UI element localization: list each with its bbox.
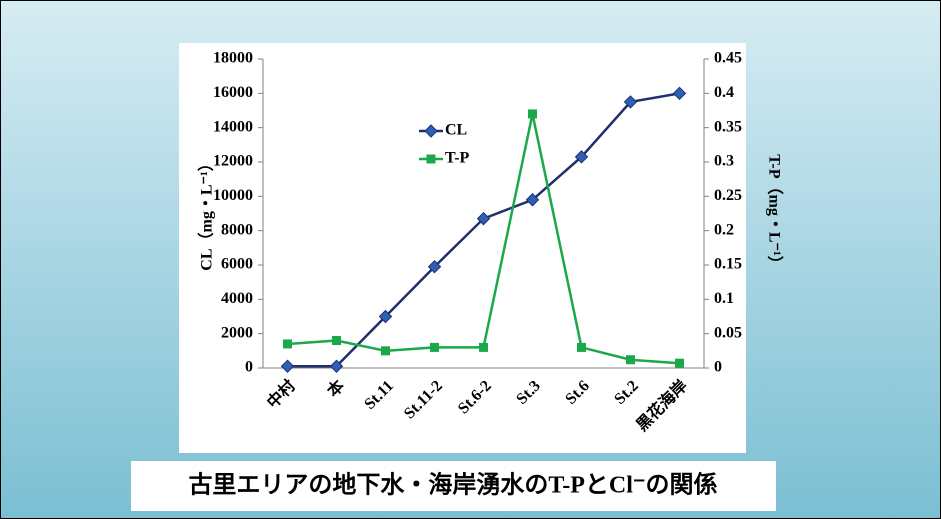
point — [574, 150, 589, 164]
legend-marker — [426, 154, 436, 164]
point — [283, 339, 292, 349]
legend-label: CL — [445, 122, 467, 139]
legend-label: T-P — [445, 150, 470, 167]
point — [381, 346, 390, 356]
y2-tick-label: 0.05 — [714, 324, 742, 341]
chart-area — [179, 43, 746, 453]
y-tick-label: 14000 — [213, 118, 253, 135]
y-tick-label: 16000 — [213, 84, 253, 101]
y2-tick-label: 0.3 — [714, 153, 734, 170]
point — [525, 193, 540, 207]
point — [675, 358, 684, 368]
legend-marker — [424, 124, 438, 138]
point — [280, 359, 295, 373]
y-tick-label: 4000 — [221, 290, 253, 307]
y-tick-label: 18000 — [213, 50, 253, 67]
point — [476, 211, 491, 226]
y-tick-label: 8000 — [221, 221, 253, 238]
point — [577, 342, 586, 352]
y-tick-label: 0 — [245, 359, 253, 376]
y2-tick-label: 0.45 — [714, 50, 742, 67]
y2-tick-label: 0.1 — [714, 290, 734, 307]
y2-tick-label: 0 — [714, 359, 722, 376]
point — [528, 109, 537, 119]
y-tick-label: 10000 — [213, 187, 253, 204]
y-tick-label: 6000 — [221, 256, 253, 273]
y2-axis-label: T-P（mg・L⁻¹） — [765, 154, 783, 272]
y2-tick-label: 0.35 — [714, 118, 742, 135]
point — [672, 86, 687, 101]
y2-tick-label: 0.2 — [714, 221, 734, 238]
y2-tick-label: 0.4 — [714, 84, 734, 101]
point — [332, 336, 341, 346]
y-tick-label: 2000 — [221, 324, 253, 341]
point — [479, 342, 488, 352]
point — [626, 355, 635, 365]
point — [623, 95, 638, 109]
y2-tick-label: 0.25 — [714, 187, 742, 204]
caption-box — [131, 461, 776, 511]
y2-tick-label: 0.15 — [714, 256, 742, 273]
point — [329, 359, 344, 373]
caption: 古里エリアの地下水・海岸湧水のT-PとCl⁻の関係 — [188, 471, 717, 499]
point — [378, 309, 393, 324]
point — [430, 342, 439, 352]
y-tick-label: 12000 — [213, 153, 253, 170]
point — [427, 260, 442, 274]
y-axis-label: CL（mg・L⁻¹） — [198, 155, 216, 270]
